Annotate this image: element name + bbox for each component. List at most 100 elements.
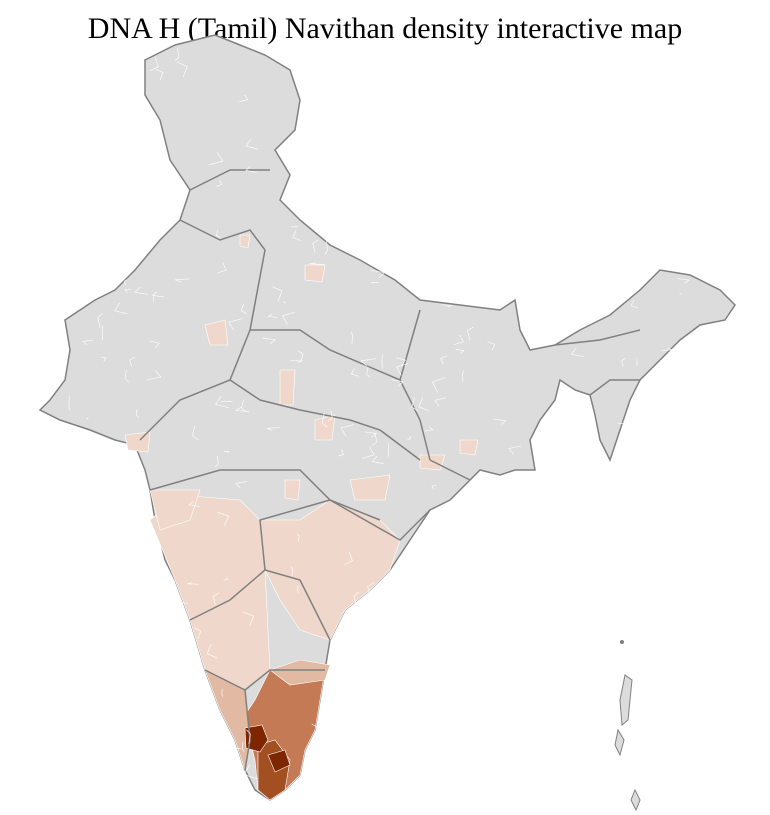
- district-line: [281, 311, 296, 325]
- mp-spot[interactable]: [314, 414, 336, 441]
- district-line: [570, 347, 584, 358]
- district-line: [68, 395, 71, 411]
- district-line: [366, 366, 371, 378]
- district-line: [240, 303, 247, 315]
- tn-north-region[interactable]: [269, 659, 331, 686]
- district-line: [328, 410, 333, 422]
- district-line: [621, 357, 626, 368]
- district-line: [223, 576, 229, 581]
- district-line: [370, 269, 386, 279]
- district-line: [243, 764, 259, 780]
- district-line: [215, 396, 229, 409]
- district-line: [297, 350, 304, 363]
- tn-highest-district-2[interactable]: [267, 749, 291, 773]
- district-line: [453, 334, 464, 346]
- gujarat-spot[interactable]: [124, 431, 151, 453]
- wb-spot[interactable]: [459, 439, 479, 456]
- district-line: [396, 363, 409, 376]
- andaman-nicobar-islands: [614, 640, 641, 812]
- district-line: [176, 61, 188, 78]
- district-line: [228, 318, 242, 331]
- district-line: [338, 449, 344, 457]
- district-line: [677, 278, 690, 284]
- district-line: [440, 355, 448, 365]
- district-line: [309, 262, 325, 265]
- district-line: [135, 409, 139, 418]
- district-line: [381, 355, 384, 369]
- district-line: [462, 370, 465, 382]
- haryana-spot[interactable]: [239, 234, 251, 249]
- district-line: [290, 359, 303, 363]
- district-line: [134, 286, 149, 295]
- district-line: [487, 341, 496, 351]
- district-line: [245, 165, 257, 173]
- district-line: [215, 229, 221, 238]
- district-line: [149, 56, 159, 72]
- district-line: [262, 337, 276, 345]
- district-line: [241, 741, 245, 752]
- district-line: [434, 397, 447, 407]
- district-line: [353, 591, 360, 605]
- district-line: [411, 397, 419, 412]
- district-line: [241, 399, 247, 412]
- district-line: [267, 427, 280, 431]
- district-line: [321, 412, 328, 428]
- district-line: [311, 723, 320, 738]
- district-line: [271, 286, 283, 302]
- odisha-spot[interactable]: [419, 454, 446, 471]
- tn-highest-district[interactable]: [244, 724, 269, 753]
- district-line: [297, 585, 300, 593]
- district-line: [208, 152, 224, 166]
- rajasthan-spot[interactable]: [204, 319, 229, 346]
- district-line: [424, 426, 434, 432]
- district-line: [508, 445, 521, 455]
- district-line: [82, 339, 93, 346]
- district-line: [431, 484, 437, 490]
- district-line: [216, 180, 223, 187]
- district-line: [147, 370, 162, 381]
- district-line: [101, 325, 104, 341]
- district-boundaries: [68, 48, 690, 780]
- district-line: [387, 443, 390, 457]
- district-line: [246, 729, 251, 744]
- mp-spot-2[interactable]: [279, 369, 296, 406]
- district-line: [151, 291, 165, 298]
- map-title: DNA H (Tamil) Navithan density interacti…: [87, 12, 683, 45]
- up-spot[interactable]: [304, 264, 326, 283]
- district-line: [290, 566, 294, 577]
- district-line: [234, 406, 249, 412]
- coastal-maharashtra[interactable]: [149, 489, 201, 531]
- district-line: [364, 431, 378, 438]
- district-line: [467, 326, 474, 341]
- district-line: [441, 304, 453, 308]
- district-line: [175, 278, 190, 283]
- chhattisgarh-spot[interactable]: [349, 474, 391, 501]
- district-line: [455, 348, 465, 355]
- district-line: [217, 262, 227, 274]
- district-line: [371, 433, 378, 446]
- district-line: [221, 688, 224, 697]
- district-line: [407, 435, 412, 440]
- district-line: [212, 592, 220, 606]
- district-line: [361, 446, 375, 459]
- state-boundaries: [139, 169, 641, 771]
- district-line: [371, 455, 384, 465]
- district-line: [186, 582, 199, 585]
- telangana-ap-region[interactable]: [259, 499, 401, 641]
- district-line: [239, 94, 249, 102]
- district-line: [124, 369, 129, 383]
- district-line: [124, 279, 127, 285]
- district-line: [661, 347, 672, 351]
- district-line: [267, 313, 278, 318]
- district-line: [296, 533, 300, 542]
- district-line: [418, 397, 429, 412]
- district-line: [292, 230, 301, 241]
- district-line: [172, 598, 189, 604]
- district-line: [245, 139, 258, 150]
- district-line: [224, 744, 241, 749]
- district-line: [194, 627, 202, 640]
- maharashtra-spot[interactable]: [284, 479, 301, 501]
- district-line: [360, 358, 376, 367]
- district-line: [350, 331, 353, 344]
